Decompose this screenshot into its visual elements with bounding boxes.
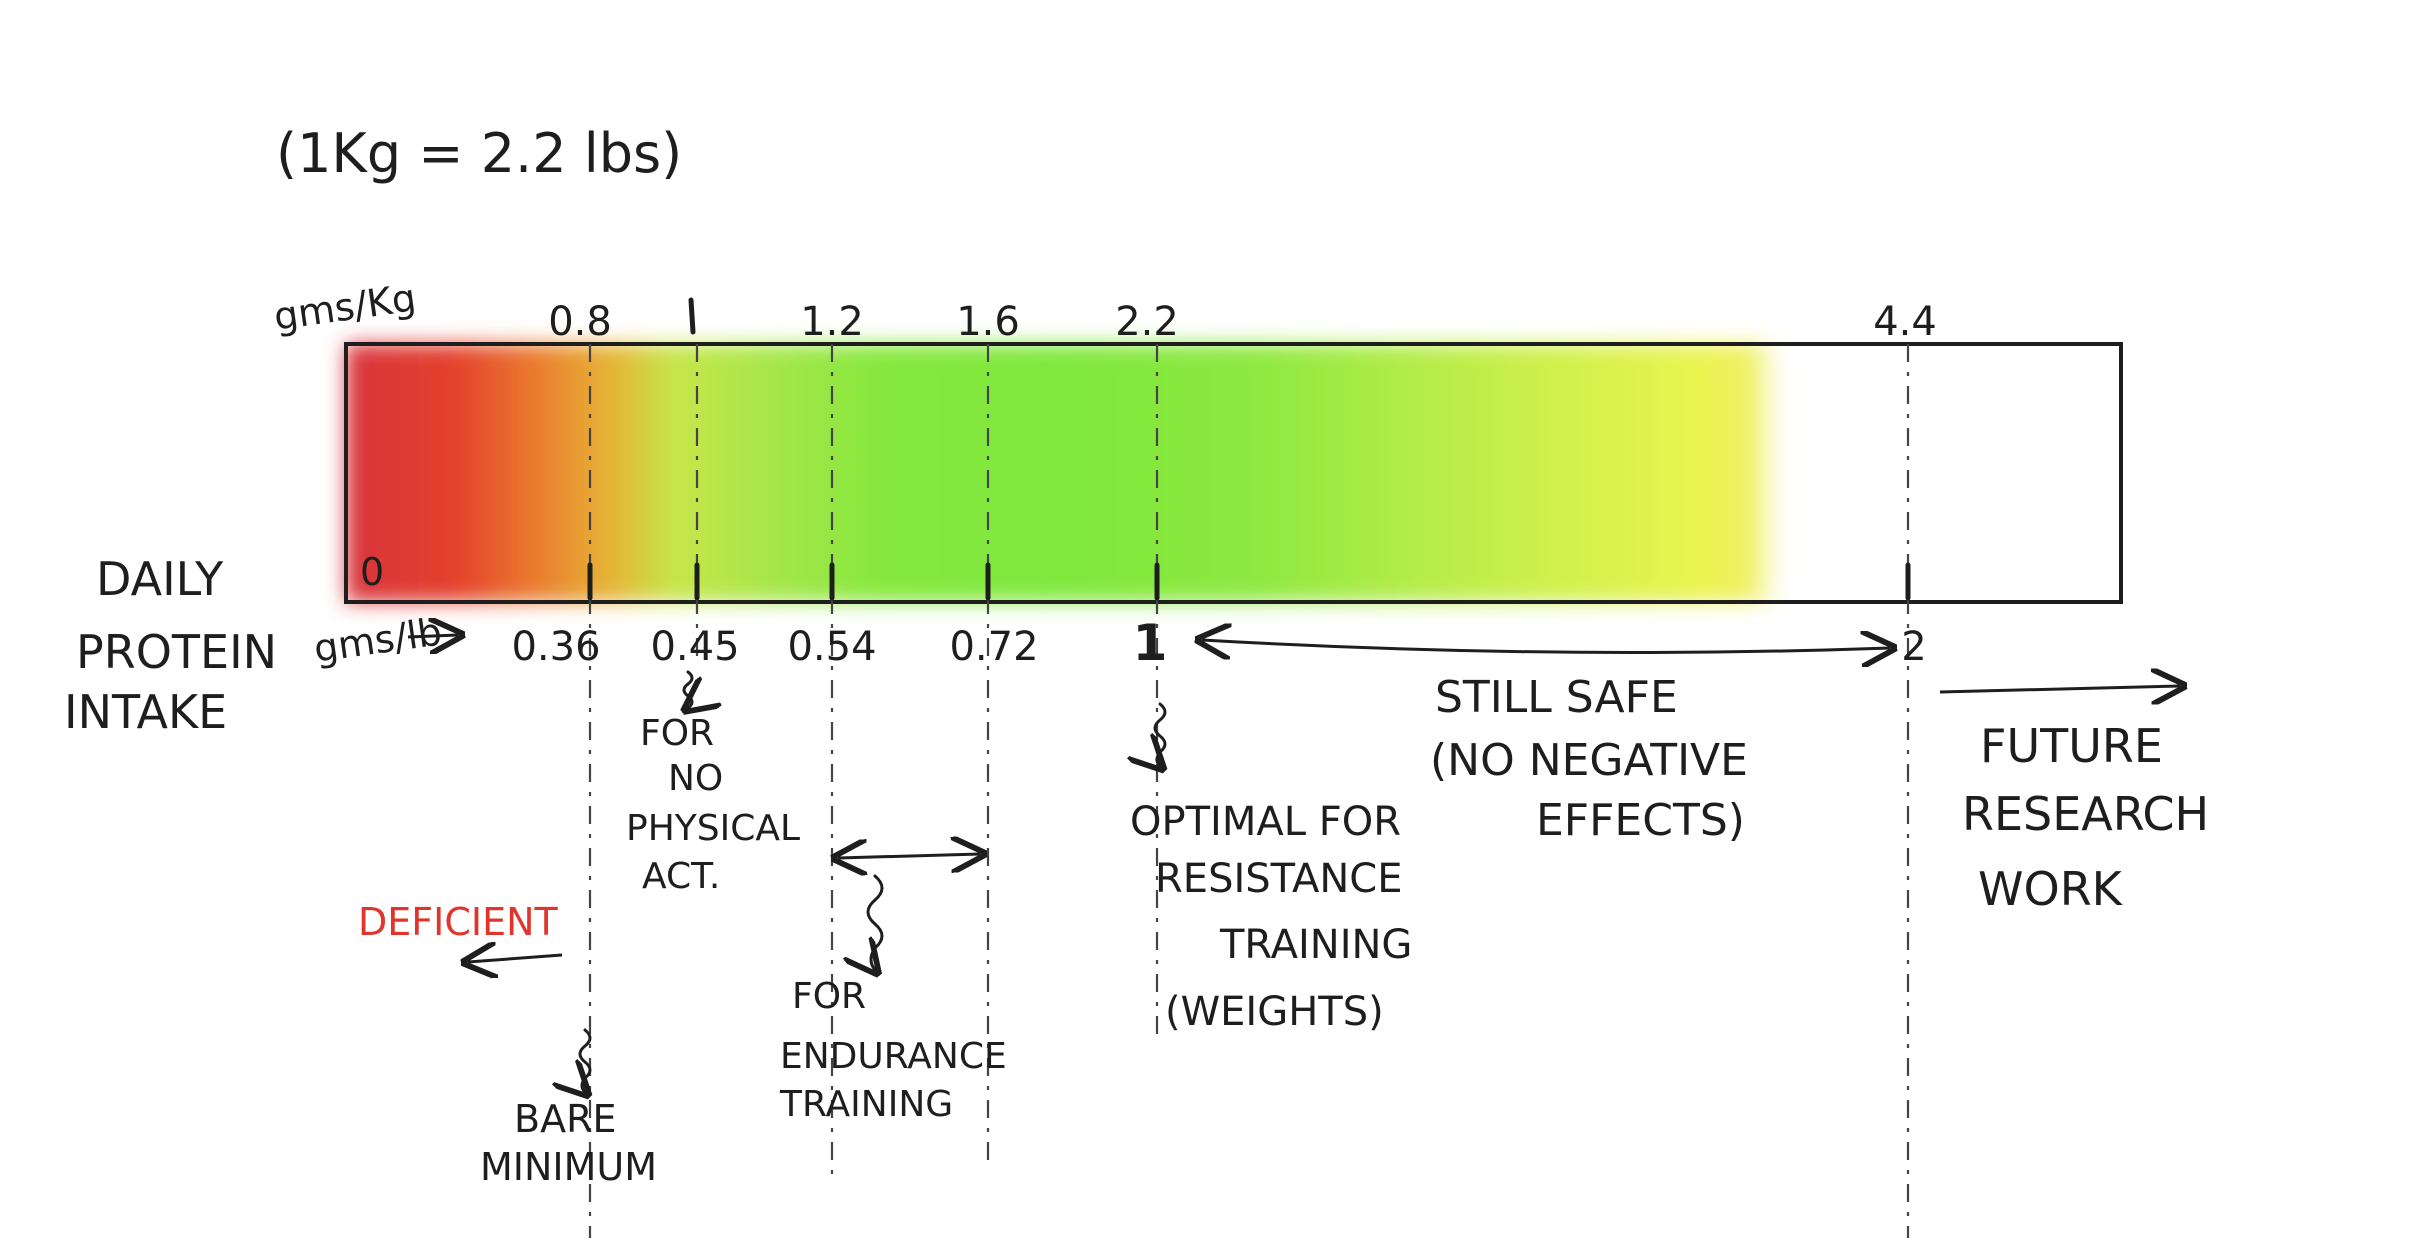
future-line-3: WORK	[1978, 862, 2124, 916]
bottom-tick-2: 2	[1901, 624, 1926, 670]
top-unit-label: gms/Kg	[271, 275, 419, 338]
still-safe-line-1: STILL SAFE	[1435, 672, 1678, 723]
squiggle-arrows	[580, 670, 1165, 1092]
bare-minimum-note: BARE MINIMUM	[480, 1097, 657, 1189]
bottom-tick-0-54: 0.54	[787, 624, 876, 670]
still-safe-line-2: (NO NEGATIVE	[1430, 735, 1748, 786]
future-research-arrow	[1939, 686, 2180, 692]
bottom-unit-arrow	[407, 635, 458, 637]
bottom-tick-0-45: 0.45	[650, 624, 739, 670]
future-line-2: RESEARCH	[1962, 787, 2209, 841]
top-tick-1-2: 1.2	[800, 299, 864, 345]
resistance-training-note: OPTIMAL FOR RESISTANCE TRAINING (WEIGHTS…	[1130, 799, 1412, 1035]
top-tick-4-4: 4.4	[1873, 299, 1937, 345]
endurance-line-1: FOR	[792, 976, 866, 1017]
endurance-note: FOR ENDURANCE TRAINING	[779, 976, 1007, 1125]
still-safe-line-3: EFFECTS)	[1536, 795, 1745, 846]
no-physical-line-2: NO	[668, 758, 723, 799]
no-physical-line-4: ACT.	[642, 856, 720, 897]
no-physical-line-3: PHYSICAL	[626, 808, 800, 849]
conversion-note: (1Kg = 2.2 lbs)	[276, 122, 682, 185]
future-line-1: FUTURE	[1980, 719, 2163, 773]
bare-minimum-line-1: BARE	[514, 1097, 616, 1141]
top-tick-labels: 0.8 1 1.2 1.6 2.2 4.4	[548, 299, 1937, 345]
intake-color-gradient	[346, 344, 1906, 602]
bare-minimum-squiggle	[580, 1028, 590, 1092]
top-tick-2-2: 2.2	[1115, 299, 1179, 345]
no-physical-line-1: FOR	[640, 713, 714, 754]
resistance-line-2: RESISTANCE	[1155, 856, 1402, 902]
no-physical-squiggle	[684, 670, 692, 708]
scale-zero-label: 0	[360, 550, 384, 594]
future-research-note: FUTURE RESEARCH WORK	[1962, 719, 2209, 916]
deficient-label: DEFICIENT	[358, 900, 559, 944]
still-safe-range-arrow	[1202, 640, 1890, 653]
bare-minimum-line-2: MINIMUM	[480, 1145, 657, 1189]
tick-marks	[587, 297, 1911, 601]
endurance-range-arrow	[838, 854, 980, 858]
resistance-line-1: OPTIMAL FOR	[1130, 799, 1401, 845]
bottom-tick-labels: 0.36 0.45 0.54 0.72 1 2	[511, 614, 1926, 672]
left-label-line-1: DAILY	[96, 552, 224, 606]
top-tick-0-8: 0.8	[548, 299, 612, 345]
resistance-squiggle	[1155, 702, 1165, 766]
bottom-tick-0-36: 0.36	[511, 624, 600, 670]
resistance-line-4: (WEIGHTS)	[1165, 989, 1384, 1035]
tick-top-1	[688, 297, 696, 335]
left-label-line-2: PROTEIN	[76, 625, 277, 679]
endurance-squiggle	[868, 874, 882, 970]
daily-protein-intake-label: DAILY PROTEIN INTAKE	[64, 552, 277, 739]
bottom-tick-1: 1	[1133, 614, 1168, 672]
endurance-line-2: ENDURANCE	[780, 1036, 1007, 1077]
intake-scale-bar	[344, 342, 2123, 604]
bottom-tick-0-72: 0.72	[949, 624, 1038, 670]
left-label-line-3: INTAKE	[64, 685, 227, 739]
no-physical-activity-note: FOR NO PHYSICAL ACT.	[626, 713, 800, 897]
top-tick-1-6: 1.6	[956, 299, 1020, 345]
bottom-unit-label: gms/lb	[311, 609, 444, 670]
endurance-line-3: TRAINING	[779, 1084, 953, 1125]
resistance-line-3: TRAINING	[1219, 922, 1412, 968]
still-safe-note: STILL SAFE (NO NEGATIVE EFFECTS)	[1430, 672, 1748, 846]
deficient-arrow	[468, 955, 563, 962]
